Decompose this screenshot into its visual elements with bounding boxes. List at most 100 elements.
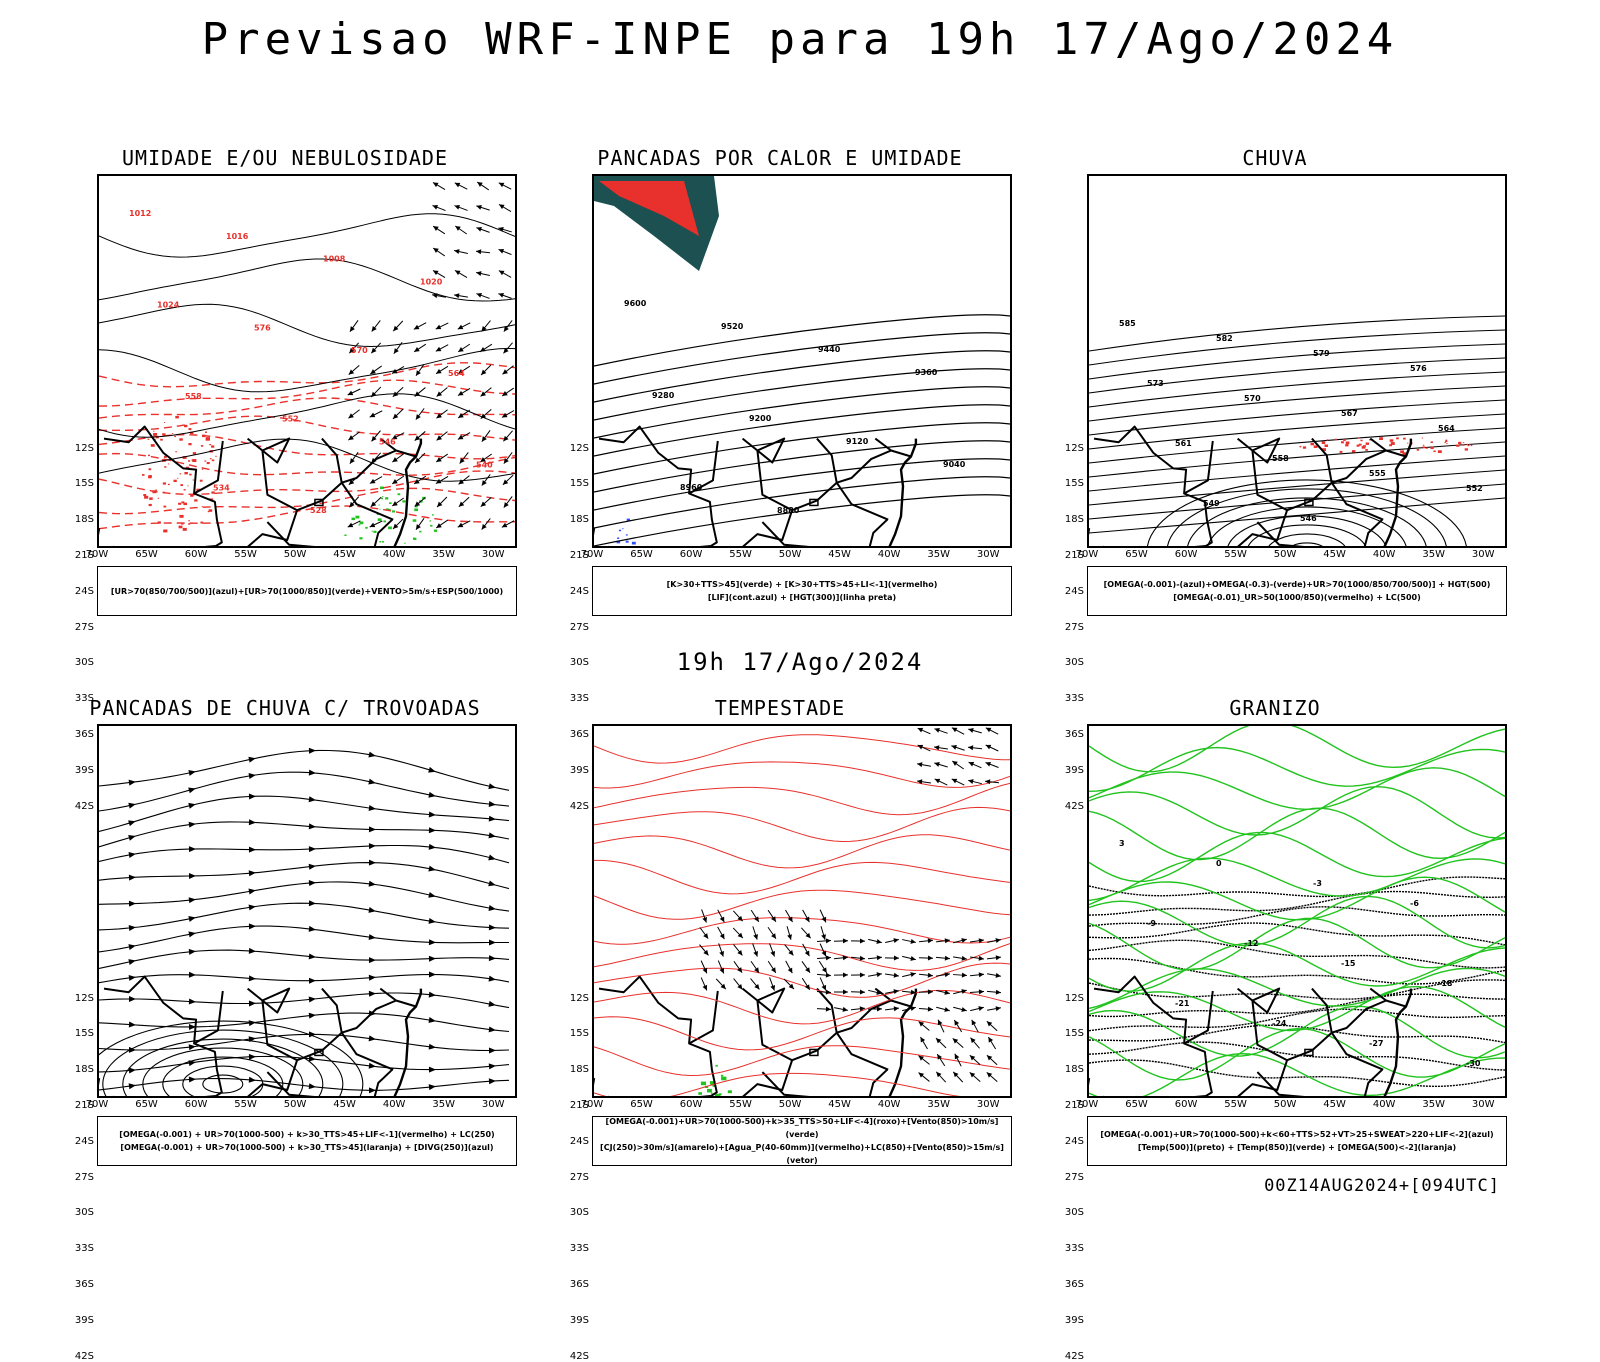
contour-label: 3 [1119, 839, 1125, 848]
contour-label: 573 [1147, 379, 1164, 388]
wind-vector [936, 1005, 951, 1013]
moisture-patch [163, 482, 166, 484]
latitude-tick: 24S [75, 586, 94, 597]
legend-line: [OMEGA(-0.001)+UR>70(1000-500)+k<60+TTS>… [1100, 1128, 1493, 1141]
rain-area [1433, 451, 1435, 453]
longitude-tick: 70W [581, 549, 604, 560]
temperature-850 [1089, 877, 1505, 920]
wind-vector [818, 909, 828, 924]
latitude-tick: 18S [1065, 514, 1084, 525]
contour-label: 9280 [652, 391, 675, 400]
wind-vector [476, 225, 491, 234]
contour-label: 579 [1313, 349, 1330, 358]
wind-vector [800, 977, 812, 992]
latitude-tick: 27S [570, 1172, 589, 1183]
longitude-tick: 50W [1274, 1099, 1297, 1110]
wind-vector [902, 971, 917, 979]
moisture-patch [212, 460, 215, 462]
moisture-patch [189, 428, 192, 430]
contour-label: 564 [448, 369, 465, 378]
wind-vector [987, 937, 1002, 945]
thickness-contour [99, 435, 515, 459]
moisture-patch [188, 520, 190, 521]
wind-vector [951, 743, 966, 752]
latitude-tick: 12S [75, 443, 94, 454]
wind-vector [817, 1006, 831, 1012]
rain-area [1343, 439, 1346, 441]
longitude-tick: 40W [383, 549, 406, 560]
low-level-streamline [594, 860, 1010, 894]
moisture-patch [404, 543, 405, 544]
height-contour [203, 1075, 243, 1093]
wind-vector [851, 989, 865, 994]
streamline [99, 1013, 509, 1031]
rain-area [1366, 443, 1369, 445]
wind-vector [749, 977, 762, 991]
wind-vector [936, 938, 951, 945]
wind-vector [919, 989, 933, 995]
longitude-tick: 55W [1224, 549, 1247, 560]
longitude-tick: 30W [977, 1099, 1000, 1110]
contour-label: -30 [1466, 1059, 1481, 1068]
contour-label: 1012 [129, 209, 151, 218]
wind-vector [987, 955, 1001, 962]
moisture-patch [168, 484, 170, 485]
streamline [99, 903, 509, 930]
wind-vector [435, 495, 448, 508]
contour-label: 585 [1119, 319, 1136, 328]
wind-vector [766, 960, 778, 974]
longitude-tick: 35W [1422, 549, 1445, 560]
height-contour [594, 315, 1010, 366]
streamline [99, 1056, 509, 1072]
legend-line: [K>30+TTS>45](verde) + [K>30+TTS>45+LI<-… [667, 578, 938, 591]
wind-vector [953, 1053, 964, 1068]
panel-legend: [K>30+TTS>45](verde) + [K>30+TTS>45+LI<-… [592, 566, 1012, 616]
temperature-500 [1089, 994, 1505, 1016]
wind-vector [479, 363, 492, 376]
wind-vector [934, 726, 949, 735]
pressure-contour [99, 214, 515, 257]
rain-area [1358, 438, 1359, 439]
wind-vector [885, 1006, 899, 1013]
rain-area [1340, 451, 1343, 453]
wind-vector [968, 745, 982, 752]
latitude-tick: 18S [570, 514, 589, 525]
latitude-tick: 24S [570, 1136, 589, 1147]
moisture-patch [164, 422, 165, 423]
longitude-tick: 60W [1175, 1099, 1198, 1110]
longitude-tick: 60W [680, 1099, 703, 1110]
wind-vector [951, 759, 965, 771]
panel-legend: [OMEGA(-0.001)-(azul)+OMEGA(-0.3)-(verde… [1087, 566, 1507, 616]
contour-label: -24 [1272, 1019, 1287, 1028]
height-contour [1089, 470, 1505, 505]
contour-label: 8960 [680, 483, 703, 492]
contour-label: -18 [1438, 979, 1453, 988]
moisture-patch [200, 522, 203, 524]
wind-vector [952, 1019, 964, 1034]
wind-vector [951, 1070, 964, 1084]
moisture-patch [414, 509, 418, 512]
latitude-tick: 30S [75, 657, 94, 668]
contour-label: 546 [379, 438, 396, 447]
latitude-tick: 33S [75, 1243, 94, 1254]
wind-vector [953, 1005, 968, 1013]
rain-area [1311, 443, 1315, 445]
longitude-tick: 50W [284, 1099, 307, 1110]
wind-vector [968, 1053, 982, 1066]
low-level-streamline [594, 944, 1010, 971]
wind-vector [987, 1005, 1002, 1012]
moisture-patch [168, 464, 169, 465]
longitude-tick: 35W [1422, 1099, 1445, 1110]
moisture-patch [184, 489, 186, 490]
wind-vector [498, 247, 513, 257]
rain-area [1314, 445, 1318, 448]
overlay-layer: 1012101610081020102457657056455855254654… [129, 180, 515, 531]
low-level-streamline [594, 890, 1010, 919]
streamline [99, 822, 509, 847]
temperature-500 [1089, 940, 1505, 968]
wind-vector [454, 224, 468, 236]
longitude-tick: 65W [630, 549, 653, 560]
wind-vector [783, 909, 794, 924]
